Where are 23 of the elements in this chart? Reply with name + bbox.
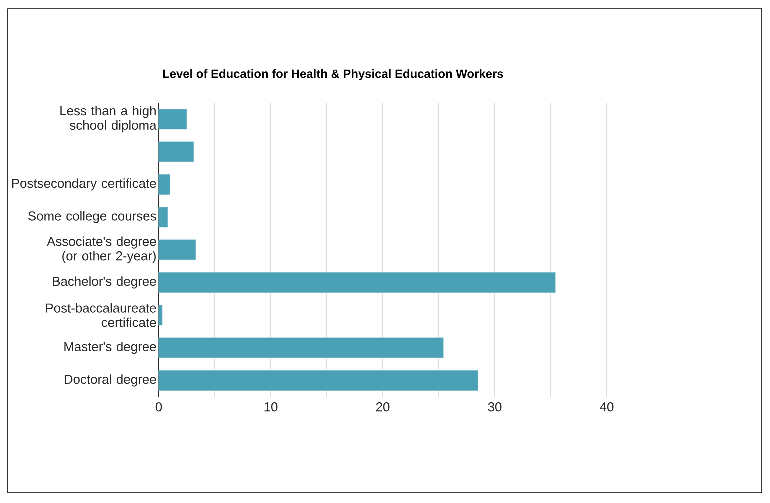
bar <box>158 370 479 391</box>
bar <box>158 174 170 195</box>
y-tick-label: Some college courses <box>28 211 156 224</box>
chart-title: Level of Education for Health & Physical Education Workers <box>163 69 504 81</box>
bar <box>158 142 194 162</box>
y-tick-label: Doctoral degree <box>64 374 156 387</box>
bar <box>158 272 556 293</box>
x-tick-label: 10 <box>264 402 278 412</box>
y-tick-label: Master's degree <box>64 342 156 354</box>
bar <box>158 240 196 260</box>
y-tick-label: Less than a high school diploma <box>60 106 157 133</box>
y-tick-label: Post-baccalaureate certificate <box>46 303 156 328</box>
bar <box>158 305 163 326</box>
bar <box>158 338 444 358</box>
y-tick-label: Postsecondary certificate <box>12 178 156 191</box>
y-tick-label: Bachelor's degree <box>53 276 156 289</box>
x-tick-label: 20 <box>376 402 390 412</box>
y-tick-label: Associate's degree (or other 2-year) <box>47 236 156 264</box>
x-tick-label: 30 <box>488 402 502 412</box>
bar <box>158 207 168 228</box>
x-tick-label: 0 <box>156 402 162 412</box>
bar <box>158 109 188 130</box>
x-tick-label: 40 <box>600 402 614 412</box>
